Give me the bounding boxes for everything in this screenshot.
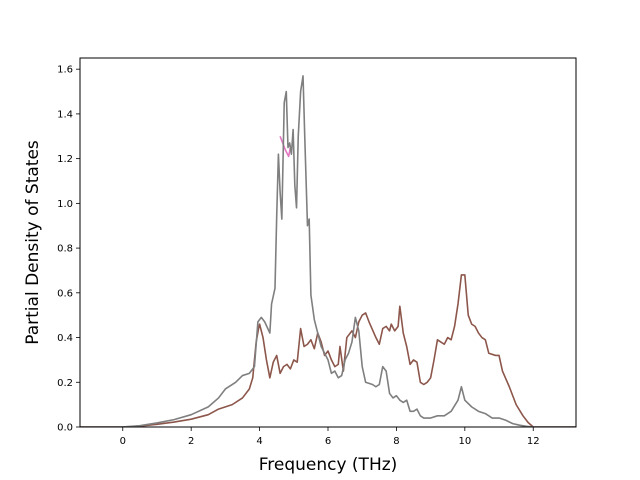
y-tick-label: 1.4 — [57, 109, 73, 120]
y-tick-label: 0.8 — [57, 244, 73, 255]
x-tick-label: 2 — [188, 436, 194, 447]
series-layer — [80, 75, 576, 427]
y-axis-ticks: 0.0 0.2 0.4 0.6 0.8 1.0 1.2 1.4 1.6 — [57, 65, 80, 434]
y-tick-label: 1.2 — [57, 154, 73, 165]
x-tick-label: 6 — [325, 436, 331, 447]
y-axis-label: Partial Density of States — [23, 140, 43, 345]
y-tick-label: 0.4 — [57, 333, 73, 344]
x-tick-label: 12 — [527, 436, 540, 447]
x-tick-label: 10 — [458, 436, 471, 447]
series-line-1 — [80, 274, 576, 427]
x-tick-label: 4 — [256, 436, 262, 447]
x-tick-label: 8 — [393, 436, 399, 447]
y-tick-label: 0.6 — [57, 288, 73, 299]
y-tick-label: 1.0 — [57, 199, 73, 210]
x-axis-label: Frequency (THz) — [259, 455, 398, 475]
y-tick-label: 0.2 — [57, 378, 73, 389]
x-axis-ticks: 0 2 4 6 8 10 12 — [120, 427, 540, 447]
series-line-2 — [80, 75, 576, 427]
y-tick-label: 1.6 — [57, 65, 73, 76]
y-tick-label: 0.0 — [57, 423, 73, 434]
x-tick-label: 0 — [120, 436, 126, 447]
